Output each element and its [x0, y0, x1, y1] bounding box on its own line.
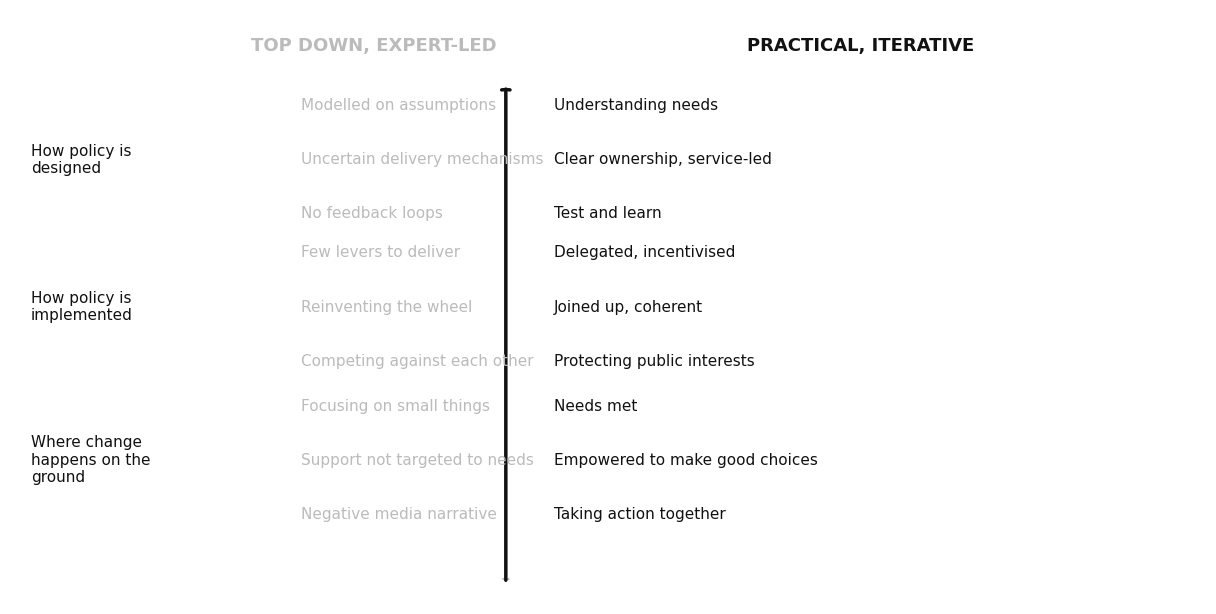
Text: Modelled on assumptions: Modelled on assumptions — [302, 98, 496, 114]
Text: Uncertain delivery mechanisms: Uncertain delivery mechanisms — [302, 152, 544, 168]
Text: PRACTICAL, ITERATIVE: PRACTICAL, ITERATIVE — [747, 37, 974, 55]
Text: Protecting public interests: Protecting public interests — [554, 354, 755, 368]
Text: Support not targeted to needs: Support not targeted to needs — [302, 453, 534, 467]
Text: Focusing on small things: Focusing on small things — [302, 398, 490, 413]
Text: Where change
happens on the
ground: Where change happens on the ground — [30, 435, 151, 485]
Text: Joined up, coherent: Joined up, coherent — [554, 300, 703, 314]
Text: Taking action together: Taking action together — [554, 507, 726, 521]
Text: Competing against each other: Competing against each other — [302, 354, 534, 368]
Text: How policy is
designed: How policy is designed — [30, 144, 131, 176]
Text: Negative media narrative: Negative media narrative — [302, 507, 497, 521]
Text: Understanding needs: Understanding needs — [554, 98, 717, 114]
Text: Few levers to deliver: Few levers to deliver — [302, 246, 461, 260]
Text: No feedback loops: No feedback loops — [302, 206, 444, 222]
Text: TOP DOWN, EXPERT-LED: TOP DOWN, EXPERT-LED — [250, 37, 496, 55]
Text: Reinventing the wheel: Reinventing the wheel — [302, 300, 473, 314]
Text: Delegated, incentivised: Delegated, incentivised — [554, 246, 736, 260]
Text: Needs met: Needs met — [554, 398, 637, 413]
Text: Empowered to make good choices: Empowered to make good choices — [554, 453, 818, 467]
Text: How policy is
implemented: How policy is implemented — [30, 291, 133, 323]
Text: Test and learn: Test and learn — [554, 206, 662, 222]
Text: Clear ownership, service-led: Clear ownership, service-led — [554, 152, 772, 168]
